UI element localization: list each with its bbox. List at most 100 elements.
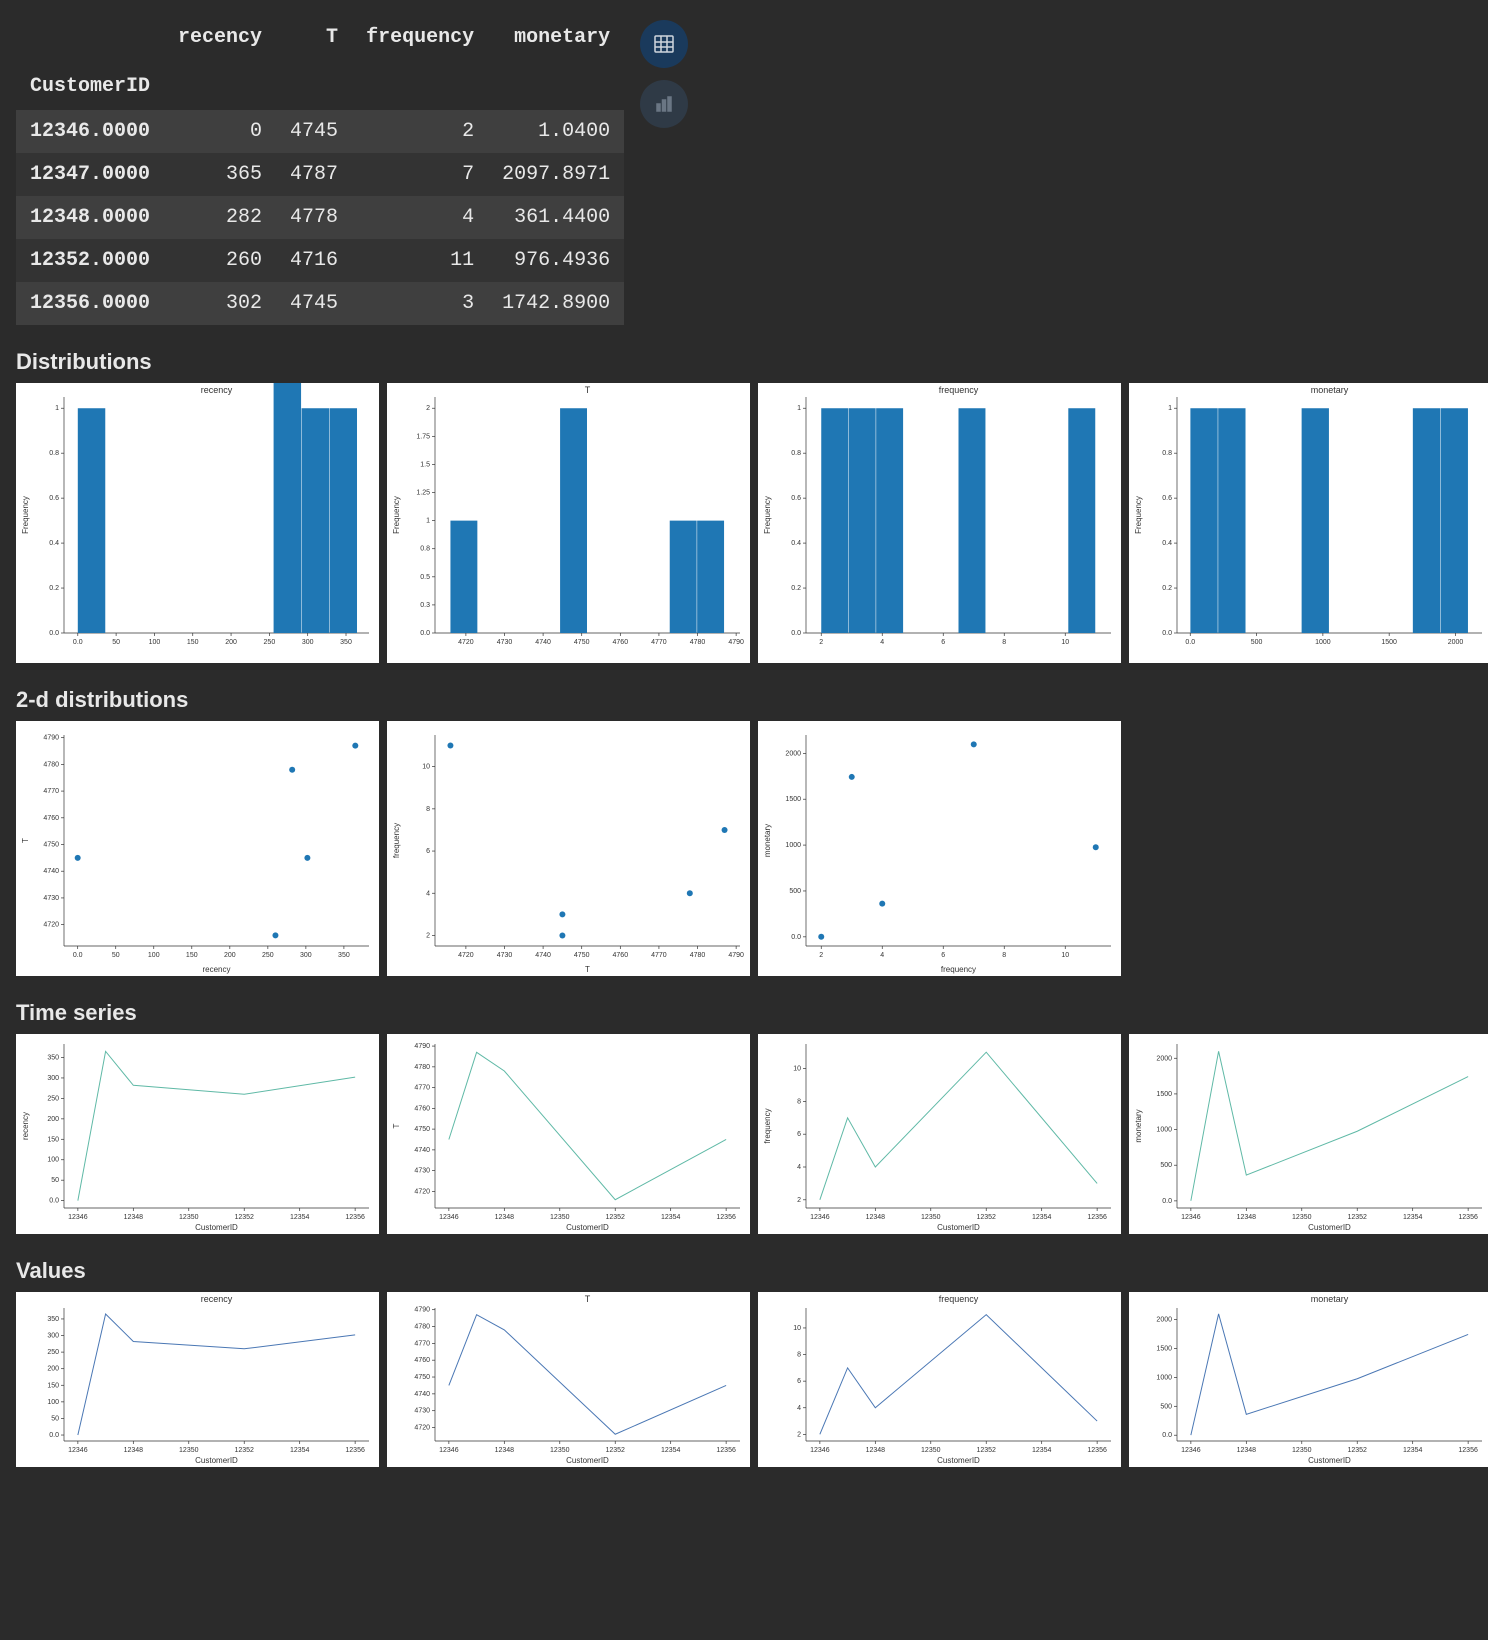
section-distributions-title: Distributions xyxy=(16,349,1472,375)
svg-text:350: 350 xyxy=(47,1316,59,1323)
svg-text:0.0: 0.0 xyxy=(49,1432,59,1439)
svg-text:4740: 4740 xyxy=(414,1391,430,1398)
cell-recency: 302 xyxy=(164,282,276,325)
svg-text:4: 4 xyxy=(426,890,430,897)
dist-chart-recency: 0.0501001502002503003500.00.20.40.60.81F… xyxy=(16,383,379,663)
svg-text:0.0: 0.0 xyxy=(73,639,83,646)
svg-text:monetary: monetary xyxy=(763,824,772,857)
svg-text:0.0: 0.0 xyxy=(791,934,801,941)
svg-text:300: 300 xyxy=(47,1075,59,1082)
svg-text:1.25: 1.25 xyxy=(416,490,430,497)
cell-frequency: 3 xyxy=(352,282,488,325)
svg-text:4750: 4750 xyxy=(414,1126,430,1133)
svg-text:12352: 12352 xyxy=(976,1214,996,1221)
svg-text:frequency: frequency xyxy=(939,385,979,395)
svg-text:4790: 4790 xyxy=(728,952,744,959)
svg-text:4760: 4760 xyxy=(613,639,629,646)
svg-text:200: 200 xyxy=(47,1366,59,1373)
svg-text:2000: 2000 xyxy=(785,750,801,757)
svg-text:50: 50 xyxy=(51,1177,59,1184)
svg-text:1.5: 1.5 xyxy=(420,461,430,468)
svg-text:4720: 4720 xyxy=(458,952,474,959)
svg-text:0.4: 0.4 xyxy=(791,540,801,547)
svg-text:50: 50 xyxy=(51,1415,59,1422)
svg-text:4750: 4750 xyxy=(574,952,590,959)
svg-text:4780: 4780 xyxy=(414,1064,430,1071)
svg-text:Frequency: Frequency xyxy=(763,496,772,534)
svg-text:4770: 4770 xyxy=(43,788,59,795)
svg-text:1000: 1000 xyxy=(1315,639,1331,646)
svg-text:frequency: frequency xyxy=(939,1294,979,1304)
svg-text:100: 100 xyxy=(47,1399,59,1406)
svg-text:0.0: 0.0 xyxy=(420,630,430,637)
svg-text:12356: 12356 xyxy=(345,1214,365,1221)
table-row: 12347.0000365478772097.8971 xyxy=(16,153,624,196)
chart-view-button[interactable] xyxy=(640,80,688,128)
svg-text:6: 6 xyxy=(797,1131,801,1138)
svg-text:150: 150 xyxy=(47,1382,59,1389)
svg-text:4740: 4740 xyxy=(535,952,551,959)
svg-text:150: 150 xyxy=(47,1136,59,1143)
svg-text:4730: 4730 xyxy=(414,1168,430,1175)
svg-text:250: 250 xyxy=(264,639,276,646)
timeseries-chart-monetary: 1234612348123501235212354123560.05001000… xyxy=(1129,1034,1488,1234)
svg-text:12354: 12354 xyxy=(290,1214,310,1221)
svg-text:200: 200 xyxy=(225,639,237,646)
svg-text:150: 150 xyxy=(186,952,198,959)
timeseries-row: 1234612348123501235212354123560.05010015… xyxy=(16,1034,1472,1234)
svg-text:4780: 4780 xyxy=(690,639,706,646)
svg-text:12356: 12356 xyxy=(716,1214,736,1221)
svg-text:12356: 12356 xyxy=(1458,1214,1478,1221)
values-chart-recency: 1234612348123501235212354123560.05010015… xyxy=(16,1292,379,1467)
data-table: recency T frequency monetary CustomerID … xyxy=(16,16,624,325)
svg-text:12352: 12352 xyxy=(1347,1214,1367,1221)
svg-text:1500: 1500 xyxy=(1156,1345,1172,1352)
svg-text:1000: 1000 xyxy=(1156,1127,1172,1134)
timeseries-chart-T: 1234612348123501235212354123564720473047… xyxy=(387,1034,750,1234)
svg-text:6: 6 xyxy=(426,848,430,855)
svg-text:T: T xyxy=(392,1123,401,1128)
svg-text:4790: 4790 xyxy=(414,1307,430,1314)
svg-text:500: 500 xyxy=(1160,1403,1172,1410)
cell-monetary: 1.0400 xyxy=(488,110,624,153)
cell-frequency: 4 xyxy=(352,196,488,239)
svg-text:2: 2 xyxy=(426,405,430,412)
svg-text:12354: 12354 xyxy=(1032,1447,1052,1454)
svg-text:12350: 12350 xyxy=(921,1447,941,1454)
svg-text:monetary: monetary xyxy=(1311,385,1349,395)
svg-text:4720: 4720 xyxy=(43,922,59,929)
col-T: T xyxy=(276,16,352,59)
index-row: CustomerID xyxy=(16,59,624,110)
table-row: 12346.00000474521.0400 xyxy=(16,110,624,153)
svg-text:10: 10 xyxy=(793,1325,801,1332)
svg-text:frequency: frequency xyxy=(763,1108,772,1143)
svg-text:200: 200 xyxy=(47,1116,59,1123)
svg-text:frequency: frequency xyxy=(941,965,976,974)
svg-text:12356: 12356 xyxy=(1458,1447,1478,1454)
svg-text:4720: 4720 xyxy=(458,639,474,646)
dist-chart-T: 472047304740475047604770478047900.00.30.… xyxy=(387,383,750,663)
scatter-chart-T-frequency: 47204730474047504760477047804790246810Tf… xyxy=(387,721,750,976)
col-monetary: monetary xyxy=(488,16,624,59)
cell-monetary: 976.4936 xyxy=(488,239,624,282)
header-row: recency T frequency monetary xyxy=(16,16,624,59)
table-view-button[interactable] xyxy=(640,20,688,68)
svg-text:0.0: 0.0 xyxy=(1162,630,1172,637)
svg-text:350: 350 xyxy=(47,1054,59,1061)
cell-T: 4716 xyxy=(276,239,352,282)
svg-text:10: 10 xyxy=(422,764,430,771)
cell-monetary: 1742.8900 xyxy=(488,282,624,325)
svg-text:2: 2 xyxy=(426,932,430,939)
svg-text:CustomerID: CustomerID xyxy=(1308,1456,1351,1465)
dist-chart-frequency: 2468100.00.20.40.60.81Frequencyfrequency xyxy=(758,383,1121,663)
svg-text:monetary: monetary xyxy=(1134,1109,1143,1142)
svg-text:monetary: monetary xyxy=(1311,1294,1349,1304)
svg-text:0.0: 0.0 xyxy=(1162,1198,1172,1205)
svg-text:12354: 12354 xyxy=(1403,1447,1423,1454)
svg-text:4780: 4780 xyxy=(414,1324,430,1331)
svg-text:4760: 4760 xyxy=(414,1357,430,1364)
svg-text:1500: 1500 xyxy=(785,796,801,803)
svg-text:4730: 4730 xyxy=(497,952,513,959)
timeseries-chart-recency: 1234612348123501235212354123560.05010015… xyxy=(16,1034,379,1234)
svg-text:4720: 4720 xyxy=(414,1425,430,1432)
